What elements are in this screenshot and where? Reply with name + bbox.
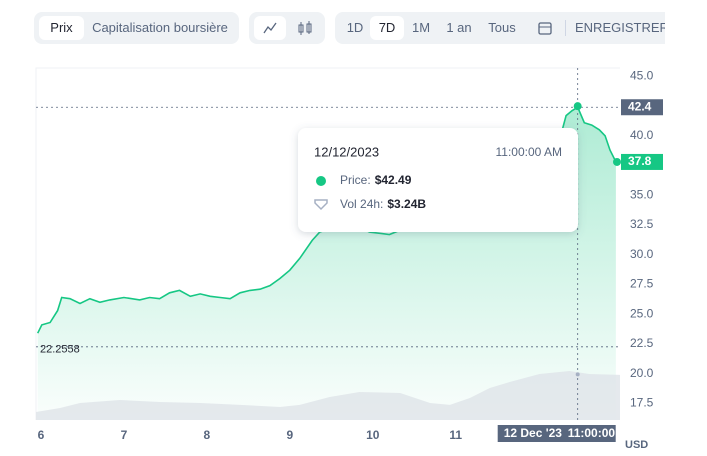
volume-icon (314, 199, 328, 211)
x-tick-label: 6 (38, 428, 45, 442)
tab[interactable]: Prix (39, 16, 84, 40)
tab[interactable]: Capitalisation boursière (92, 20, 228, 35)
tooltip-vol-value: $3.24B (387, 197, 426, 211)
crosshair-y-box (621, 99, 663, 116)
tooltip-date: 12/12/2023 (314, 144, 379, 159)
y-tick-label: 45.0 (630, 68, 654, 82)
y-tick-label: 27.5 (630, 277, 654, 291)
candle-chart-button[interactable] (289, 16, 321, 40)
current-box (621, 153, 663, 170)
tooltip-price-value: $42.49 (375, 173, 412, 187)
y-tick-label: 35.0 (630, 187, 654, 201)
y-unit: USD (625, 439, 648, 451)
range-button[interactable]: 7D (370, 16, 404, 40)
y-tick-label: 25.0 (630, 306, 654, 320)
y-tick-label: 30.0 (630, 247, 654, 261)
plot-frame (35, 67, 620, 420)
x-tick-label: 8 (204, 428, 211, 442)
volume-area (36, 371, 620, 420)
x-tick-label: 11 (449, 428, 462, 442)
calendar-icon (538, 22, 552, 35)
y-tick-label: 32.5 (630, 217, 654, 231)
range-button[interactable]: 1D (346, 20, 364, 35)
range-button[interactable]: 1M (411, 20, 431, 35)
hover-volume-dot (575, 372, 580, 377)
chart-type-group (249, 12, 325, 44)
y-tick-label: 37.5 (630, 158, 654, 172)
tab-group: Prix Capitalisation boursière (34, 12, 239, 44)
x-tick-label: 9 (286, 428, 293, 442)
y-tick-label: 22.5 (630, 336, 654, 350)
price-icon (316, 176, 326, 186)
tooltip-vol-name: Vol 24h: (340, 197, 383, 211)
crosshair-time-label: 11:00:00 (568, 426, 616, 440)
y-tick-label: 20.0 (630, 366, 654, 380)
y-tick-label: 17.5 (630, 396, 654, 410)
x-tick-label: 10 (366, 428, 380, 442)
save-button[interactable]: ENREGISTRER (575, 20, 665, 35)
current-label: 37.8 (628, 154, 652, 168)
range-button[interactable]: 1 an (446, 20, 472, 35)
tooltip-price-name: Price: (340, 173, 371, 187)
y-tick-label: 40.0 (630, 128, 654, 142)
price-line (36, 106, 617, 334)
y-tick-label: 42.5 (630, 98, 654, 112)
tooltip-time: 11:00:00 AM (496, 145, 563, 159)
range-group: 1D 7D 1M 1 an Tous ENREGISTRER (335, 12, 665, 44)
crosshair-x-box (497, 425, 616, 442)
calendar-button[interactable] (533, 16, 557, 40)
separator (565, 20, 566, 36)
x-tick-label: 7 (121, 428, 128, 442)
range-button[interactable]: Tous (488, 20, 516, 35)
candle-icon (298, 21, 312, 35)
line-chart-button[interactable] (254, 16, 286, 40)
hover-dot (573, 102, 582, 111)
crosshair-y-label: 42.4 (628, 99, 652, 113)
price-area (37, 107, 616, 420)
low-label: 22.2558 (40, 344, 80, 356)
tooltip-box (298, 128, 578, 232)
line-icon (263, 22, 277, 34)
current-dot (613, 157, 621, 166)
crosshair-x-label: 12 Dec '23 (504, 426, 563, 440)
tooltip: 12/12/2023 11:00:00 AM Price: $42.49 Vol 24h… (298, 128, 578, 232)
